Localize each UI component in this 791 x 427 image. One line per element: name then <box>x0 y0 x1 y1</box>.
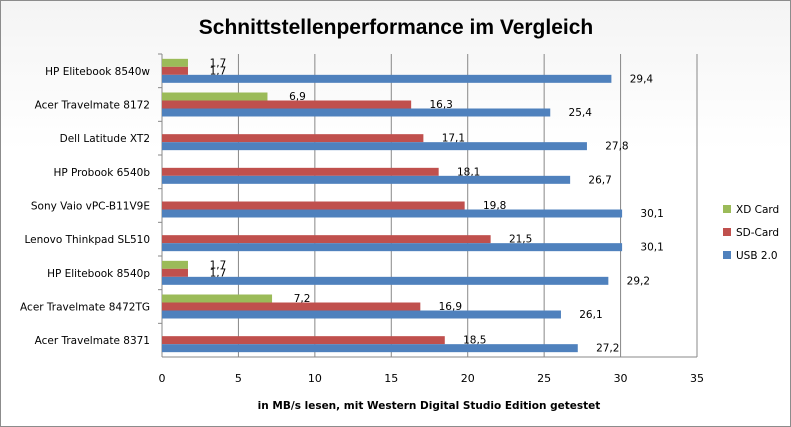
bar-usb-2-0 <box>162 243 623 252</box>
chart-title: Schnittstellenperformance im Vergleich <box>199 16 593 39</box>
data-label: 26,7 <box>588 174 611 186</box>
data-label: 17,1 <box>442 133 465 145</box>
x-tick-label: 0 <box>159 372 166 385</box>
data-label: 6,9 <box>289 91 306 103</box>
legend-swatch <box>723 205 731 213</box>
category-label: HP Elitebook 8540w <box>45 66 150 78</box>
category-label: Acer Travelmate 8172 <box>35 100 150 112</box>
bar-usb-2-0 <box>162 209 623 218</box>
category-label: Dell Latitude XT2 <box>60 133 150 145</box>
legend-label: SD-Card <box>736 227 779 239</box>
data-label: 16,9 <box>439 301 462 313</box>
x-axis-label: in MB/s lesen, mit Western Digital Studi… <box>258 400 601 412</box>
data-label: 1,7 <box>210 65 227 77</box>
bar-sd-card <box>162 66 188 75</box>
data-label: 7,2 <box>294 293 311 305</box>
x-tick-label: 10 <box>308 372 322 385</box>
data-label: 18,5 <box>463 335 486 347</box>
bar-xd-card <box>162 92 268 101</box>
legend: XD Card SD-Card USB 2.0 <box>723 204 779 262</box>
data-label: 1,7 <box>210 259 227 271</box>
data-label: 27,2 <box>596 343 619 355</box>
x-tick-label: 5 <box>235 372 242 385</box>
data-label: 27,8 <box>605 141 628 153</box>
data-label: 18,1 <box>457 166 480 178</box>
bar-sd-card <box>162 235 491 244</box>
bar-xd-card <box>162 58 188 67</box>
bar-xd-card <box>162 260 188 269</box>
bar-usb-2-0 <box>162 108 551 117</box>
data-label: 1,7 <box>210 57 227 69</box>
bar-sd-card <box>162 167 439 176</box>
data-label: 21,5 <box>509 234 532 246</box>
legend-label: USB 2.0 <box>736 250 778 262</box>
bar-sd-card <box>162 134 424 143</box>
x-tick-label: 30 <box>614 372 628 385</box>
category-label: HP Elitebook 8540p <box>47 268 150 280</box>
data-label: 29,2 <box>627 275 650 287</box>
bar-usb-2-0 <box>162 142 587 151</box>
bar-usb-2-0 <box>162 175 571 184</box>
data-label: 1,7 <box>210 267 227 279</box>
data-label: 25,4 <box>569 107 593 119</box>
data-label: 30,1 <box>640 208 663 220</box>
bar-xd-card <box>162 294 273 303</box>
x-tick-label: 15 <box>384 372 398 385</box>
bar-usb-2-0 <box>162 344 578 353</box>
category-label: Lenovo Thinkpad SL510 <box>24 234 150 246</box>
x-tick-label: 20 <box>461 372 475 385</box>
x-tick-label: 35 <box>690 372 704 385</box>
data-label: 30,1 <box>640 242 663 254</box>
legend-swatch <box>723 251 731 259</box>
bar-sd-card <box>162 268 188 277</box>
data-label: 16,3 <box>429 99 452 111</box>
bar-usb-2-0 <box>162 74 612 83</box>
category-label: Acer Travelmate 8371 <box>35 335 150 347</box>
x-tick-label: 25 <box>537 372 551 385</box>
bar-sd-card <box>162 201 465 210</box>
bar-usb-2-0 <box>162 276 609 285</box>
bar-sd-card <box>162 336 445 345</box>
legend-label: XD Card <box>736 204 779 216</box>
data-label: 26,1 <box>579 309 602 321</box>
bar-sd-card <box>162 302 421 311</box>
data-label: 19,8 <box>483 200 506 212</box>
category-label: HP Probook 6540b <box>53 167 150 179</box>
category-label: Acer Travelmate 8472TG <box>20 302 150 314</box>
data-label: 29,4 <box>630 73 654 85</box>
bar-usb-2-0 <box>162 310 561 319</box>
category-label: Sony Vaio vPC-B11V9E <box>31 201 150 213</box>
legend-swatch <box>723 228 731 236</box>
bar-sd-card <box>162 100 412 109</box>
